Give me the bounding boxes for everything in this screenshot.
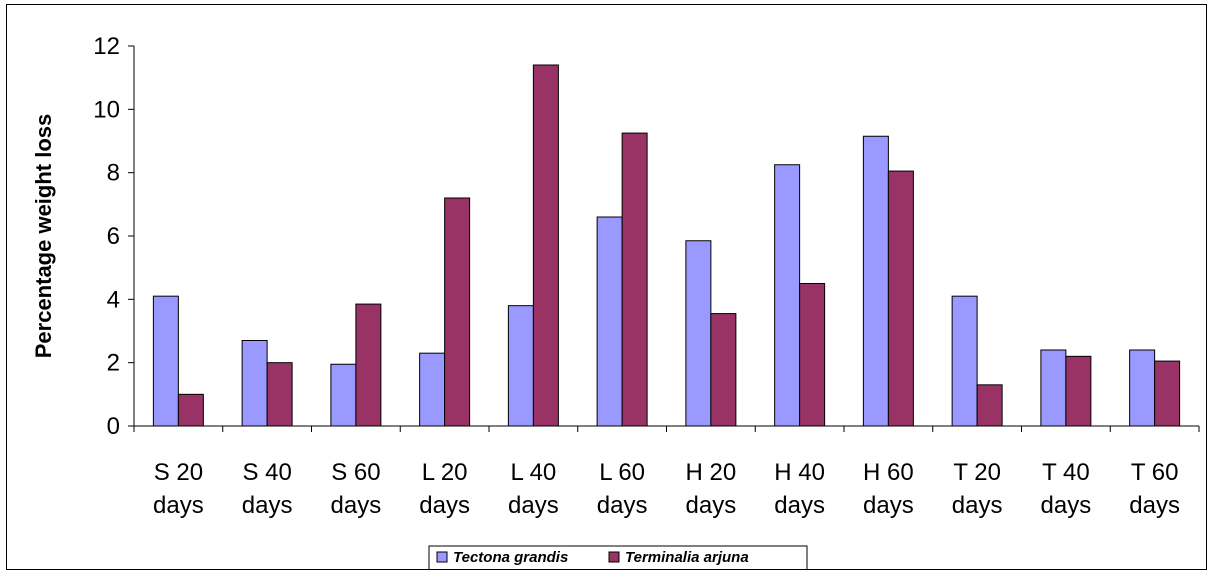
legend-swatch	[608, 551, 620, 563]
bar-terminalia-arjuna	[799, 283, 826, 427]
bar-terminalia-arjuna	[177, 393, 204, 427]
bar-terminalia-arjuna	[444, 197, 471, 427]
legend-swatch	[436, 551, 448, 563]
bar-terminalia-arjuna	[710, 313, 737, 427]
x-category-label: days	[686, 492, 737, 519]
bar-terminalia-arjuna	[266, 362, 293, 427]
bar-terminalia-arjuna	[621, 132, 648, 427]
bar-terminalia-arjuna	[887, 170, 914, 427]
y-tick-label: 4	[107, 286, 120, 313]
bar-terminalia-arjuna	[355, 303, 382, 427]
x-category-label: days	[597, 492, 648, 519]
y-tick-label: 6	[107, 223, 120, 250]
bar-tectona-grandis	[862, 135, 889, 427]
bar-tectona-grandis	[1040, 349, 1067, 427]
x-category-label: days	[508, 492, 559, 519]
chart-frame: 0 2 4 6 8 10 12 S 20 days S 40 days S 60 days L 20 da…	[6, 4, 1207, 570]
bar-terminalia-arjuna	[1065, 355, 1092, 427]
x-category-label: days	[952, 492, 1003, 519]
x-category-label: days	[774, 492, 825, 519]
y-tick-label: 0	[107, 413, 120, 440]
y-tick-label: 10	[93, 96, 120, 123]
legend-label: Terminalia arjuna	[625, 549, 749, 566]
x-category-label: H 40	[774, 459, 825, 486]
x-category-label: L 60	[599, 459, 645, 486]
y-tick-label: 2	[107, 350, 120, 377]
bar-terminalia-arjuna	[532, 64, 559, 427]
x-category-label: S 40	[242, 459, 291, 486]
x-category-label: T 20	[953, 459, 1001, 486]
y-axis-ticks: 0 2 4 6 8 10 12	[93, 33, 134, 440]
x-axis-ticks: S 20 days S 40 days S 60 days L 20 days L 40 days…	[133, 426, 1200, 519]
x-category-label: days	[153, 492, 204, 519]
x-category-label: L 40	[510, 459, 556, 486]
x-category-label: H 60	[863, 459, 914, 486]
x-category-label: T 40	[1042, 459, 1090, 486]
x-category-label: days	[863, 492, 914, 519]
bars	[152, 64, 1181, 427]
bar-tectona-grandis	[1129, 349, 1156, 427]
x-category-label: L 20	[422, 459, 468, 486]
bar-tectona-grandis	[507, 305, 534, 427]
legend-label: Tectona grandis	[453, 549, 568, 566]
legend: Tectona grandis Terminalia arjuna	[428, 545, 808, 569]
x-category-label: days	[1129, 492, 1180, 519]
bar-chart: 0 2 4 6 8 10 12 S 20 days S 40 days S 60 days L 20 da…	[31, 33, 1200, 569]
bar-tectona-grandis	[152, 295, 179, 427]
bar-tectona-grandis	[596, 216, 623, 427]
y-axis-title: Percentage weight loss	[31, 114, 56, 359]
bar-tectona-grandis	[241, 340, 268, 427]
x-category-label: days	[242, 492, 293, 519]
bar-terminalia-arjuna	[1154, 360, 1181, 427]
y-tick-label: 8	[107, 160, 120, 187]
bar-tectona-grandis	[685, 240, 712, 427]
x-category-label: days	[331, 492, 382, 519]
y-tick-label: 12	[93, 33, 120, 60]
x-category-label: T 60	[1131, 459, 1179, 486]
x-category-label: days	[1041, 492, 1092, 519]
x-category-label: S 20	[154, 459, 203, 486]
bar-tectona-grandis	[330, 363, 357, 427]
x-category-label: S 60	[331, 459, 380, 486]
bar-terminalia-arjuna	[976, 384, 1003, 427]
x-category-label: H 20	[686, 459, 737, 486]
bar-tectona-grandis	[774, 164, 801, 427]
bar-tectona-grandis	[419, 352, 446, 427]
bar-tectona-grandis	[951, 295, 978, 427]
x-category-label: days	[419, 492, 470, 519]
